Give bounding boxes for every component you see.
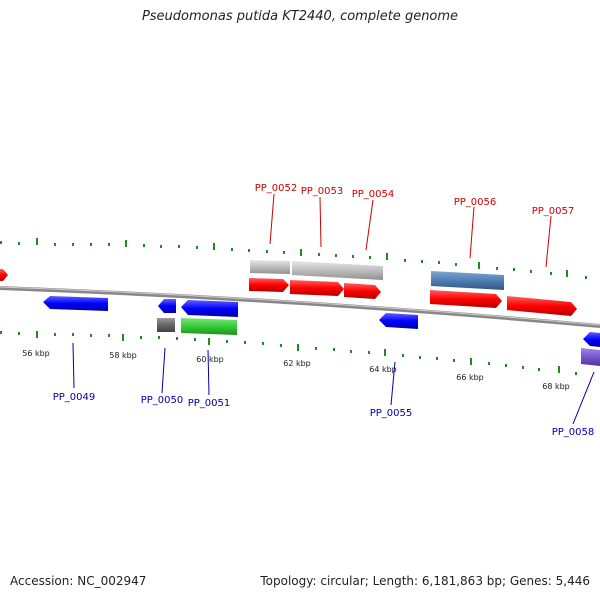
label-pp0055[interactable]: PP_0055 <box>370 408 413 419</box>
label-pp0052[interactable]: PP_0052 <box>255 183 298 194</box>
label-pp0058[interactable]: PP_0058 <box>552 427 595 438</box>
gene-pp0057[interactable] <box>507 296 577 316</box>
gene-pp0049[interactable] <box>43 296 108 311</box>
label-pp0054[interactable]: PP_0054 <box>352 189 395 200</box>
label-pp0051[interactable]: PP_0051 <box>188 398 231 409</box>
genome-backbone <box>0 286 600 328</box>
tick-label-64: 64 kbp <box>369 365 397 374</box>
gene-pp0051-green[interactable] <box>181 318 237 335</box>
accession-text: Accession: NC_002947 <box>10 574 147 588</box>
tick-label-66: 66 kbp <box>456 373 484 382</box>
gene-pp0058-purple[interactable] <box>581 348 600 366</box>
tick-label-62: 62 kbp <box>283 359 311 368</box>
gene-pp0052[interactable] <box>0 269 8 281</box>
label-pp0057[interactable]: PP_0057 <box>532 206 575 217</box>
feature-grey-1[interactable] <box>250 260 290 274</box>
outer-tick-row <box>0 238 587 279</box>
gene-pp0053[interactable] <box>290 280 344 296</box>
map-title: Pseudomonas putida KT2440, complete geno… <box>141 9 459 24</box>
inner-tick-row <box>0 331 577 375</box>
gene-pp0055[interactable] <box>379 313 418 329</box>
genome-summary-text: Topology: circular; Length: 6,181,863 bp… <box>260 574 590 588</box>
gene-red-b[interactable] <box>430 290 502 308</box>
tick-label-68: 68 kbp <box>542 382 570 391</box>
tick-label-58: 58 kbp <box>109 351 137 360</box>
tick-label-56: 56 kbp <box>22 349 50 358</box>
gene-pp0058-blue[interactable] <box>583 332 600 347</box>
feature-grey-2[interactable] <box>292 261 383 280</box>
gene-pp0051-blue[interactable] <box>181 300 238 317</box>
gene-pp0054[interactable] <box>344 283 381 299</box>
gene-pp0050-dark[interactable] <box>157 318 175 332</box>
tick-label-60: 60 kbp <box>196 355 224 364</box>
label-pp0050[interactable]: PP_0050 <box>141 395 184 406</box>
feature-steel-pp0056[interactable] <box>431 271 504 290</box>
label-pp0053[interactable]: PP_0053 <box>301 186 344 197</box>
label-pp0049[interactable]: PP_0049 <box>53 392 96 403</box>
label-pp0056[interactable]: PP_0056 <box>454 197 497 208</box>
gene-red-a[interactable] <box>249 278 289 292</box>
gene-pp0050-blue[interactable] <box>158 299 176 313</box>
